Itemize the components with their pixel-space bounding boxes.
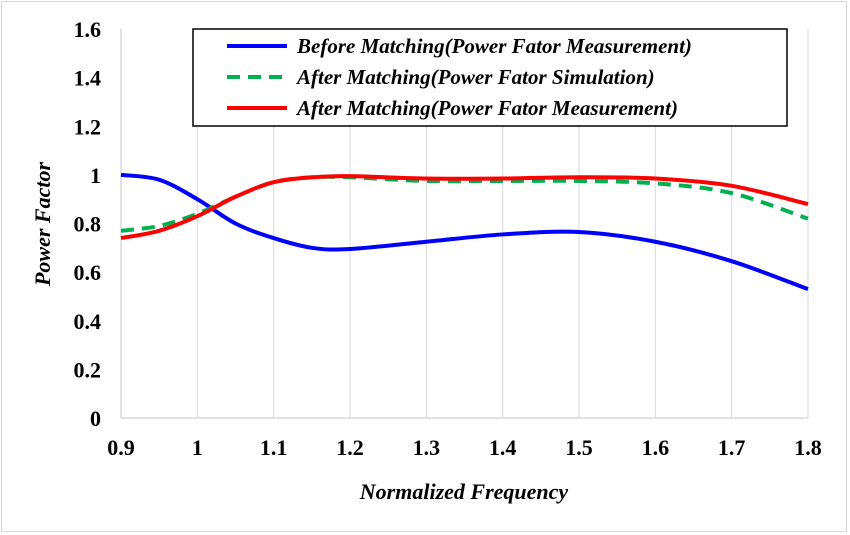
y-tick-label: 1	[90, 163, 101, 188]
y-tick-label: 0.2	[74, 357, 102, 382]
x-tick-label: 0.9	[107, 435, 135, 460]
x-tick-label: 1.7	[718, 435, 746, 460]
x-tick-label: 1.5	[565, 435, 593, 460]
y-tick-label: 0.8	[74, 212, 102, 237]
series-line-after-measurement	[120, 174, 809, 241]
ticks-layer: 0.9 1 1.1 1.2 1.3 1.4 1.5 1.6 1.7 1.8 0 0.2 0.4 0.6 0.…	[74, 17, 822, 460]
axes-layer	[120, 29, 808, 419]
legend-box	[192, 28, 788, 127]
y-axis-title: Power Factor	[30, 162, 55, 287]
series-line-before-matching	[120, 172, 809, 292]
x-tick-label: 1.8	[794, 435, 822, 460]
legend-label-before-matching: Before Matching(Power Fator Measurement)	[296, 34, 692, 58]
x-tick-label: 1.3	[413, 435, 441, 460]
x-tick-label: 1.4	[489, 435, 517, 460]
series-layer	[120, 172, 809, 292]
x-tick-label: 1.1	[260, 435, 288, 460]
y-tick-label: 0.6	[74, 260, 102, 285]
y-tick-label: 1.2	[74, 114, 102, 139]
x-tick-label: 1.2	[336, 435, 364, 460]
legend-label-after-simulation: After Matching(Power Fator Simulation)	[295, 65, 655, 89]
x-tick-label: 1.6	[642, 435, 670, 460]
x-axis-title: Normalized Frequency	[359, 479, 569, 504]
y-tick-label: 0	[90, 406, 101, 431]
x-tick-label: 1	[192, 435, 203, 460]
legend: Before Matching(Power Fator Measurement)…	[192, 28, 788, 127]
y-tick-label: 1.6	[74, 17, 102, 42]
legend-label-after-measurement: After Matching(Power Fator Measurement)	[295, 96, 678, 120]
y-tick-label: 1.4	[74, 66, 102, 91]
y-tick-label: 0.4	[74, 309, 102, 334]
